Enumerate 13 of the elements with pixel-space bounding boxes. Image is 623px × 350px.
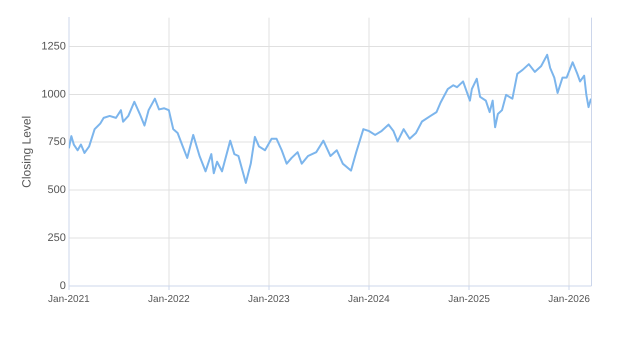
x-tick-label: Jan-2022 bbox=[148, 294, 190, 305]
x-tick-label: Jan-2025 bbox=[448, 294, 490, 305]
x-tick-label: Jan-2023 bbox=[248, 294, 290, 305]
y-tick-label: 0 bbox=[60, 280, 66, 292]
y-tick-label: 1000 bbox=[41, 88, 66, 100]
y-tick-label: 500 bbox=[48, 184, 66, 196]
x-tick-label: Jan-2024 bbox=[348, 294, 390, 305]
y-tick-label: 750 bbox=[48, 136, 66, 148]
x-tick-label: Jan-2021 bbox=[48, 294, 90, 305]
y-axis-title: Closing Level bbox=[20, 116, 34, 188]
y-tick-label: 1250 bbox=[41, 40, 66, 52]
x-tick-label: Jan-2026 bbox=[548, 294, 590, 305]
y-tick-label: 250 bbox=[48, 232, 66, 244]
